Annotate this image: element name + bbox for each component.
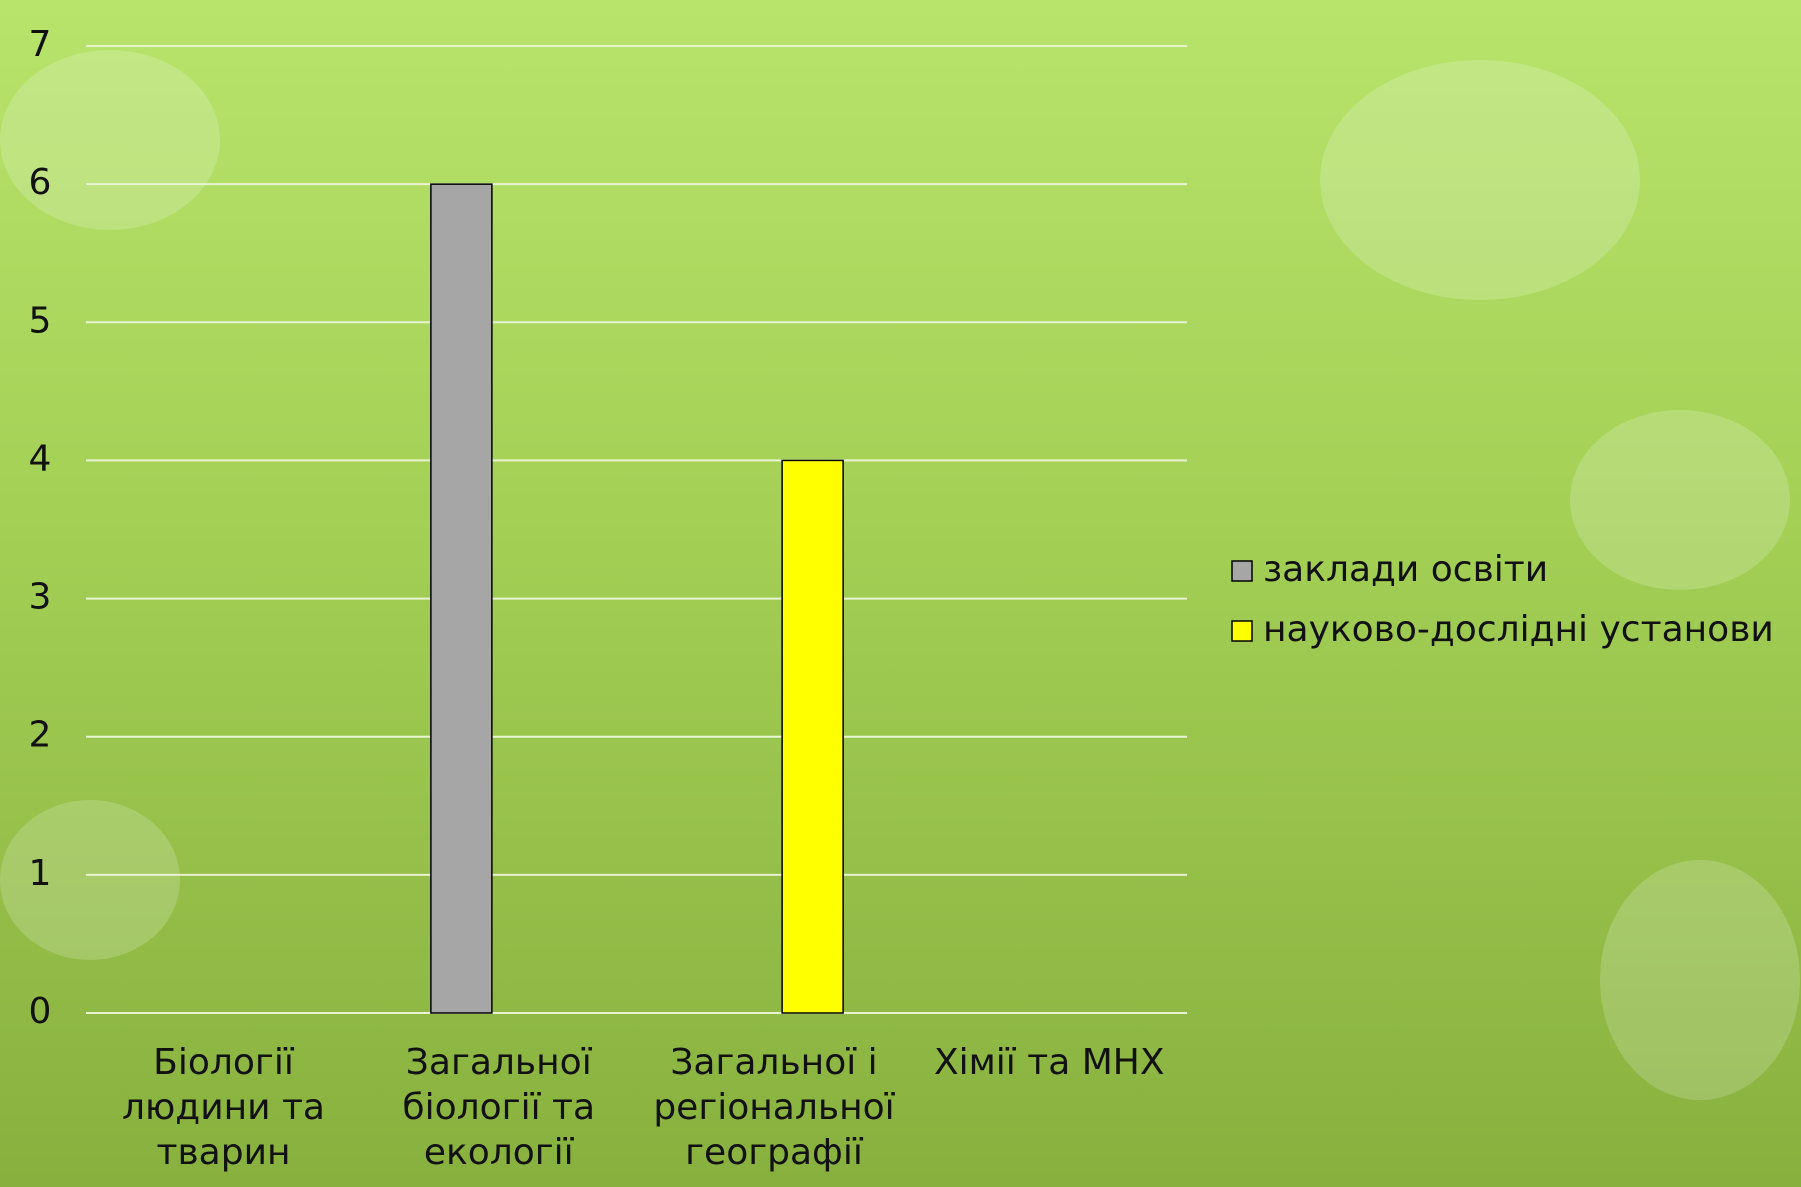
x-tick-label: Загальної біології та екології bbox=[402, 1042, 596, 1173]
y-tick-label: 6 bbox=[29, 162, 52, 203]
x-tick-label: Загальної і регіональної географії bbox=[653, 1042, 895, 1173]
x-tick-label: Біології людини та тварин bbox=[121, 1042, 325, 1173]
x-tick-label: Хімії та МНХ bbox=[933, 1042, 1165, 1083]
y-tick-label: 4 bbox=[29, 438, 52, 479]
bar bbox=[781, 459, 844, 1014]
legend-label: науково-дослідні установи bbox=[1263, 609, 1774, 650]
legend-label: заклади освіти bbox=[1263, 549, 1548, 590]
legend-swatch bbox=[1231, 620, 1253, 642]
y-tick-label: 0 bbox=[29, 991, 52, 1032]
legend-swatch bbox=[1231, 560, 1253, 582]
bar bbox=[430, 183, 493, 1014]
y-tick-label: 5 bbox=[29, 300, 52, 341]
y-tick-label: 7 bbox=[29, 24, 52, 65]
y-tick-label: 1 bbox=[29, 853, 52, 894]
y-tick-label: 3 bbox=[29, 577, 52, 618]
decor bbox=[0, 50, 1800, 1100]
y-tick-label: 2 bbox=[29, 715, 52, 756]
